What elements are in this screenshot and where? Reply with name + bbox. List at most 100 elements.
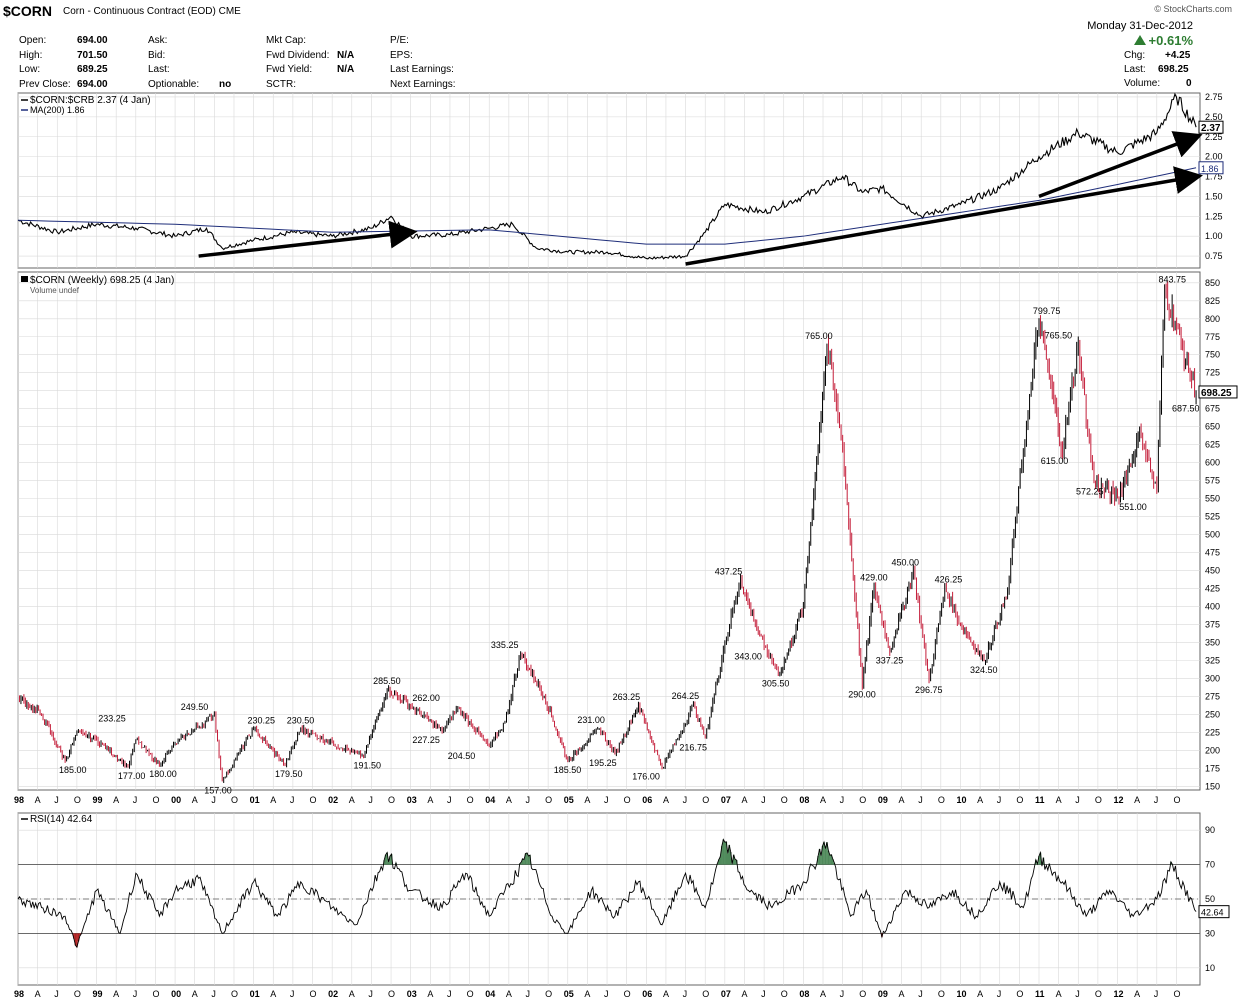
x-tick-label: J [447, 989, 452, 999]
x-tick-label: J [54, 989, 59, 999]
x-tick-label: O [859, 989, 866, 999]
quote-label: EPS: [390, 49, 413, 61]
last-price-label: 698.25 [1201, 388, 1232, 399]
y-tick-label: 850 [1205, 278, 1220, 288]
x-tick-label: J [918, 795, 923, 805]
y-tick-label: 2.25 [1205, 132, 1223, 142]
quote-label: Ask: [148, 35, 168, 46]
x-tick-label: J [761, 795, 766, 805]
x-tick-label: A [35, 795, 41, 805]
y-tick-label: 70 [1205, 860, 1215, 870]
x-tick-label: O [1173, 989, 1180, 999]
x-tick-label: 12 [1114, 795, 1124, 805]
x-tick-label: O [781, 989, 788, 999]
y-tick-label: 425 [1205, 584, 1220, 594]
price-annotation: 262.00 [412, 693, 440, 703]
x-tick-label: A [113, 795, 119, 805]
y-tick-label: 675 [1205, 404, 1220, 414]
y-tick-label: 225 [1205, 727, 1220, 737]
quote-label: Open: [19, 35, 47, 46]
x-tick-label: A [349, 989, 355, 999]
x-tick-label: J [290, 989, 295, 999]
x-tick-label: A [741, 989, 747, 999]
x-tick-label: 07 [721, 989, 731, 999]
y-tick-label: 800 [1205, 314, 1220, 324]
x-tick-label: O [1016, 989, 1023, 999]
price-annotation: 343.00 [734, 652, 762, 662]
quote-label: Last: [148, 64, 170, 75]
x-tick-label: 04 [485, 795, 495, 805]
price-annotation: 296.75 [915, 685, 943, 695]
volume-label: Volume: [1124, 78, 1161, 89]
y-tick-label: 2.50 [1205, 112, 1223, 122]
x-tick-label: A [192, 989, 198, 999]
x-tick-label: A [506, 989, 512, 999]
x-tick-label: O [74, 989, 81, 999]
y-tick-label: 500 [1205, 530, 1220, 540]
price-annotation: 185.50 [554, 765, 582, 775]
x-tick-label: A [977, 795, 983, 805]
y-tick-label: 0.75 [1205, 251, 1223, 261]
x-tick-label: A [663, 795, 669, 805]
y-tick-label: 550 [1205, 494, 1220, 504]
rsi-line [17, 838, 1197, 949]
price-annotation: 843.75 [1159, 274, 1187, 284]
x-tick-label: J [761, 989, 766, 999]
y-tick-label: 250 [1205, 709, 1220, 719]
x-tick-label: J [447, 795, 452, 805]
x-tick-label: O [388, 795, 395, 805]
x-tick-label: 00 [171, 795, 181, 805]
x-tick-label: J [525, 989, 530, 999]
legend-volume: Volume undef [30, 286, 80, 295]
y-tick-label: 30 [1205, 928, 1215, 938]
x-tick-label: J [840, 989, 845, 999]
x-tick-label: 99 [93, 795, 103, 805]
price-annotation: 227.25 [412, 735, 440, 745]
x-tick-label: O [467, 795, 474, 805]
trendline-arrow [1038, 131, 1203, 199]
x-tick-label: 02 [328, 795, 338, 805]
price-annotation: 177.00 [118, 771, 146, 781]
x-tick-label: A [584, 989, 590, 999]
quote-date: Monday 31-Dec-2012 [1087, 20, 1193, 32]
y-tick-label: 475 [1205, 548, 1220, 558]
y-tick-label: 350 [1205, 638, 1220, 648]
ratio-series-line [17, 92, 1197, 260]
price-annotation: 263.25 [613, 692, 641, 702]
y-tick-label: 175 [1205, 763, 1220, 773]
x-tick-label: A [820, 989, 826, 999]
price-annotation: 615.00 [1041, 456, 1069, 466]
y-tick-label: 10 [1205, 963, 1215, 973]
brand-logo[interactable]: © StockCharts.com [1154, 4, 1232, 14]
legend-price: $CORN (Weekly) 698.25 (4 Jan) [30, 275, 174, 286]
x-tick-label: O [1095, 795, 1102, 805]
x-tick-label: 01 [250, 795, 260, 805]
x-tick-label: 99 [93, 989, 103, 999]
legend-ratio: $CORN:$CRB 2.37 (4 Jan) [30, 95, 151, 106]
quote-label: Bid: [148, 49, 166, 61]
x-tick-label: J [918, 989, 923, 999]
quote-label: Fwd Yield: [266, 64, 313, 75]
x-tick-label: O [231, 795, 238, 805]
price-annotation: 337.25 [876, 656, 904, 666]
price-annotation: 176.00 [632, 772, 660, 782]
legend-rsi: RSI(14) 42.64 [30, 814, 93, 825]
volume-value: 0 [1186, 78, 1192, 89]
x-tick-label: O [1173, 795, 1180, 805]
x-tick-label: A [427, 795, 433, 805]
price-annotation: 429.00 [860, 573, 888, 583]
x-tick-label: J [683, 989, 688, 999]
x-tick-label: A [663, 989, 669, 999]
quote-label: Fwd Dividend: [266, 49, 330, 61]
x-tick-label: A [270, 795, 276, 805]
price-annotation: 180.00 [149, 769, 177, 779]
x-tick-label: O [310, 795, 317, 805]
price-annotation: 426.25 [935, 575, 963, 585]
x-tick-label: A [977, 989, 983, 999]
price-annotation: 204.50 [448, 751, 476, 761]
panel-frame [17, 92, 1201, 269]
x-tick-label: A [1056, 989, 1062, 999]
x-tick-label: 08 [799, 989, 809, 999]
quote-header: $CORN Corn - Continuous Contract (EOD) C… [0, 0, 1240, 95]
